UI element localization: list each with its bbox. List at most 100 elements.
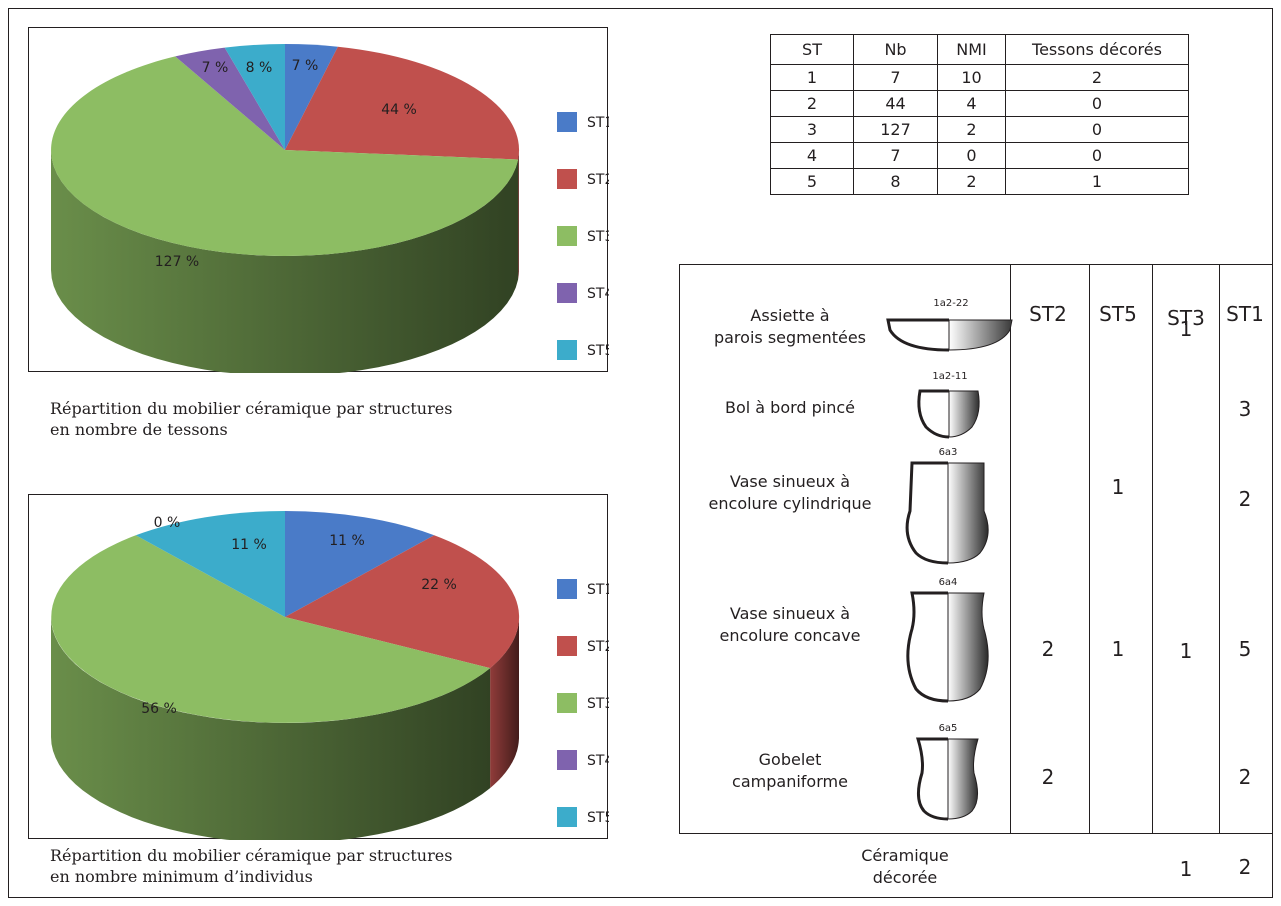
legend-swatch-st1 xyxy=(557,112,577,132)
legend-swatch-st4 xyxy=(557,283,577,303)
table-cell: 127 xyxy=(853,116,938,143)
data-label-st1: 11 % xyxy=(329,533,365,549)
pie-side-st2 xyxy=(490,617,519,789)
pie-side-st2 xyxy=(518,150,519,280)
table-cell: 0 xyxy=(937,142,1006,169)
table-header-row: ST Nb NMI Tessons décorés xyxy=(770,34,1189,65)
caption-tessons: Répartition du mobilier céramique par st… xyxy=(50,398,452,440)
legend-label-st4: ST4 xyxy=(587,753,609,769)
pie-slice-st3 xyxy=(51,535,491,723)
cell-assiette-st3: 1 xyxy=(1179,317,1193,341)
table-row: 3 127 2 0 xyxy=(770,116,1189,143)
cell-vase-concave-st2: 2 xyxy=(1041,637,1055,661)
row-label-bol: Bol à bord pincé xyxy=(695,397,885,419)
vessel-drawing-vase-cylindrique: 6a3 xyxy=(902,447,994,567)
data-label-st3: 127 % xyxy=(155,254,199,270)
vessel-drawing-vase-concave: 6a4 xyxy=(902,577,994,707)
table-cell: 3 xyxy=(770,116,854,143)
legend-label-st4: ST4 xyxy=(587,286,609,302)
data-label-st2: 22 % xyxy=(421,577,457,593)
table-cell: 2 xyxy=(937,116,1006,143)
row-label-line: parois segmentées xyxy=(713,328,867,347)
cell-bol-st1: 3 xyxy=(1238,397,1252,421)
table-row: 5 8 2 1 xyxy=(770,168,1189,195)
row-label-line: encolure cylindrique xyxy=(708,494,872,513)
column-divider xyxy=(1089,265,1090,833)
legend-swatch-st5 xyxy=(557,340,577,360)
table-cell: 1 xyxy=(770,64,854,91)
table-row: 4 7 0 0 xyxy=(770,142,1189,169)
vessel-code: 1a2-11 xyxy=(932,371,968,382)
caption-line: en nombre de tessons xyxy=(50,420,228,439)
legend-label-st1: ST1 xyxy=(587,582,609,598)
table-cell: 7 xyxy=(853,64,938,91)
table-row: 2 44 4 0 xyxy=(770,90,1189,117)
pie-chart-svg: 11 % 22 % 56 % 0 % 11 % ST1 ST2 ST3 ST4 ST5 xyxy=(51,511,609,840)
vessel-drawing-gobelet: 6a5 xyxy=(908,723,988,823)
pie-chart-tessons: 7 % 44 % 127 % 7 % 8 % ST1 ST2 ST3 ST4 ST5 xyxy=(28,27,609,373)
row-label-vase-cylindrique: Vase sinueux à encolure cylindrique xyxy=(695,471,885,515)
vessel-code: 6a5 xyxy=(938,723,958,734)
header-st: ST xyxy=(770,34,854,65)
legend-label-st5: ST5 xyxy=(587,343,609,359)
row-label-line: campaniforme xyxy=(732,772,848,791)
vessel-drawing-bol: 1a2-11 xyxy=(910,371,990,441)
cell-vase-concave-st5: 1 xyxy=(1111,637,1125,661)
legend-label-st3: ST3 xyxy=(587,696,609,712)
cell-vase-cylindrique-st5: 1 xyxy=(1111,475,1125,499)
vessel-code: 6a3 xyxy=(938,447,958,458)
pie-chart-svg: 7 % 44 % 127 % 7 % 8 % ST1 ST2 ST3 ST4 ST5 xyxy=(51,43,609,373)
legend-swatch-st4 xyxy=(557,750,577,770)
vessel-drawing-assiette: 1a2-22 xyxy=(886,298,1016,353)
cell-gobelet-st1: 2 xyxy=(1238,765,1252,789)
data-label-st5: 8 % xyxy=(246,60,273,76)
legend-swatch-st3 xyxy=(557,693,577,713)
table-cell: 2 xyxy=(770,90,854,117)
row-label-line: Vase sinueux à xyxy=(729,472,851,491)
data-label-st5: 11 % xyxy=(231,537,267,553)
header-nmi: NMI xyxy=(937,34,1006,65)
vessel-icon xyxy=(906,591,989,703)
legend-swatch-st5 xyxy=(557,807,577,827)
table-cell: 1 xyxy=(1005,168,1189,195)
row-label-gobelet: Gobelet campaniforme xyxy=(695,749,885,793)
caption-line: Répartition du mobilier céramique par st… xyxy=(50,399,453,418)
legend-label-st3: ST3 xyxy=(587,229,609,245)
vessel-icon xyxy=(917,389,980,439)
caption-line: Répartition du mobilier céramique par st… xyxy=(50,846,453,865)
cell-vase-concave-st1: 5 xyxy=(1238,637,1252,661)
row-label-line: encolure concave xyxy=(719,626,861,645)
pie-slice-st4 xyxy=(175,47,285,150)
column-header-st5: ST5 xyxy=(1099,302,1137,326)
pie-slice-st5 xyxy=(135,511,285,617)
legend-swatch-st1 xyxy=(557,579,577,599)
header-tessons-decores: Tessons décorés xyxy=(1005,34,1189,65)
column-header-st3: ST3 xyxy=(1167,306,1205,330)
table-cell: 4 xyxy=(770,142,854,169)
table-cell: 8 xyxy=(853,168,938,195)
data-label-st4: 0 % xyxy=(154,515,181,531)
table-cell: 4 xyxy=(937,90,1006,117)
table-cell: 0 xyxy=(1005,142,1189,169)
legend-label-st2: ST2 xyxy=(587,172,609,188)
table-cell: 10 xyxy=(937,64,1006,91)
typology-table: ST2 ST5 ST3 ST1 Assiette à parois segmen… xyxy=(679,264,1273,887)
table-cell: 44 xyxy=(853,90,938,117)
table-cell: 0 xyxy=(1005,90,1189,117)
pie-slice-st2 xyxy=(285,535,520,669)
column-divider xyxy=(1152,265,1153,833)
pie-slice-st1 xyxy=(285,511,435,617)
column-divider xyxy=(1219,265,1220,833)
row-label-ceramique-decoree: Céramique décorée xyxy=(835,845,975,889)
data-label-st1: 7 % xyxy=(292,58,319,74)
table-cell: 7 xyxy=(853,142,938,169)
pie-slice-st3 xyxy=(51,56,519,256)
pie-side-st3 xyxy=(51,150,519,373)
cell-vase-concave-st3: 1 xyxy=(1179,639,1193,663)
caption-nmi: Répartition du mobilier céramique par st… xyxy=(50,845,452,887)
cell-ceramique-st1: 2 xyxy=(1238,855,1252,879)
row-label-line: Gobelet xyxy=(758,750,822,769)
data-label-st4: 7 % xyxy=(202,60,229,76)
row-label-line: Assiette à xyxy=(750,306,830,325)
table-cell: 0 xyxy=(1005,116,1189,143)
